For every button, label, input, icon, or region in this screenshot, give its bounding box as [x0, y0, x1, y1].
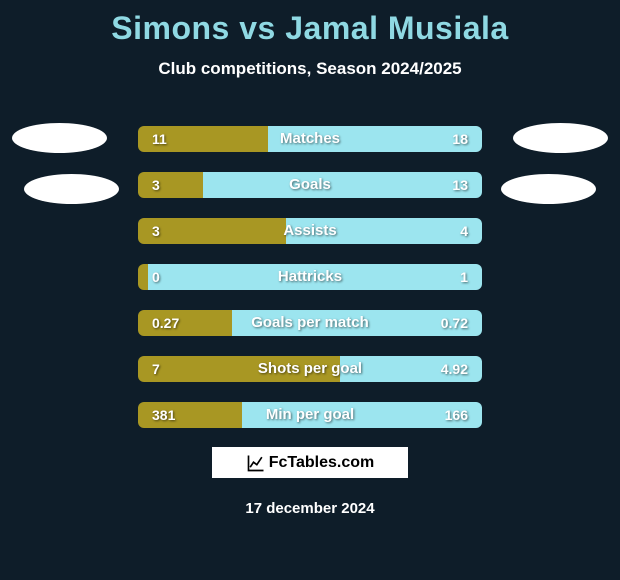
stat-label: Min per goal: [138, 402, 482, 428]
stat-row: 381166Min per goal: [138, 402, 482, 428]
stat-row: 01Hattricks: [138, 264, 482, 290]
stat-label: Hattricks: [138, 264, 482, 290]
player1-badge-primary: [12, 123, 107, 153]
stat-label: Assists: [138, 218, 482, 244]
stat-row: 34Assists: [138, 218, 482, 244]
stat-row: 313Goals: [138, 172, 482, 198]
page-subtitle: Club competitions, Season 2024/2025: [0, 59, 620, 79]
comparison-card: Simons vs Jamal Musiala Club competition…: [0, 0, 620, 580]
branding-chart-icon: [246, 453, 266, 473]
stat-row: 0.270.72Goals per match: [138, 310, 482, 336]
stat-label: Shots per goal: [138, 356, 482, 382]
page-title: Simons vs Jamal Musiala: [0, 0, 620, 47]
stat-row: 1118Matches: [138, 126, 482, 152]
player1-badge-secondary: [24, 174, 119, 204]
stat-label: Goals: [138, 172, 482, 198]
stat-label: Goals per match: [138, 310, 482, 336]
date-text: 17 december 2024: [0, 500, 620, 517]
stat-row: 74.92Shots per goal: [138, 356, 482, 382]
player2-badge-primary: [513, 123, 608, 153]
branding-badge: FcTables.com: [210, 445, 410, 480]
stat-label: Matches: [138, 126, 482, 152]
stat-bars-container: 1118Matches 313Goals 34Assists 01Hattricks 0…: [138, 126, 482, 448]
branding-text: FcTables.com: [269, 454, 375, 472]
player2-badge-secondary: [501, 174, 596, 204]
